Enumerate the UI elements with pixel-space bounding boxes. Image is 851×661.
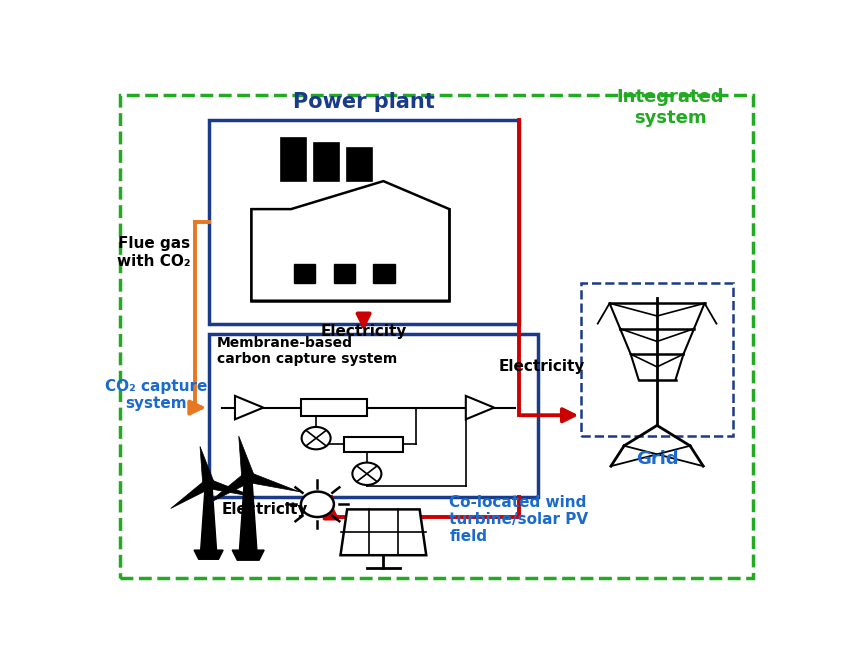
Text: Electricity: Electricity bbox=[499, 360, 585, 374]
Polygon shape bbox=[340, 510, 426, 555]
Text: Integrated
system: Integrated system bbox=[616, 88, 724, 127]
Polygon shape bbox=[200, 446, 214, 485]
FancyBboxPatch shape bbox=[281, 138, 306, 181]
FancyBboxPatch shape bbox=[301, 399, 367, 416]
Text: CO₂ capture
system: CO₂ capture system bbox=[105, 379, 207, 411]
FancyBboxPatch shape bbox=[334, 264, 355, 283]
Polygon shape bbox=[207, 473, 253, 504]
Text: Electricity: Electricity bbox=[222, 502, 308, 517]
Polygon shape bbox=[246, 473, 300, 492]
Polygon shape bbox=[239, 477, 257, 550]
Text: Co-located wind
turbine/solar PV
field: Co-located wind turbine/solar PV field bbox=[449, 494, 588, 545]
FancyBboxPatch shape bbox=[252, 209, 449, 301]
Polygon shape bbox=[465, 396, 494, 419]
Text: Electricity: Electricity bbox=[321, 324, 407, 338]
Text: Power plant: Power plant bbox=[293, 93, 435, 112]
Polygon shape bbox=[239, 436, 254, 478]
Polygon shape bbox=[235, 396, 263, 419]
Circle shape bbox=[301, 492, 334, 517]
Polygon shape bbox=[232, 550, 264, 560]
FancyBboxPatch shape bbox=[374, 264, 395, 283]
Text: Membrane-based
carbon capture system: Membrane-based carbon capture system bbox=[217, 336, 397, 366]
Circle shape bbox=[352, 463, 381, 485]
Circle shape bbox=[203, 479, 214, 488]
Circle shape bbox=[301, 427, 330, 449]
Polygon shape bbox=[194, 550, 223, 559]
Polygon shape bbox=[207, 480, 255, 497]
Text: Flue gas
with CO₂: Flue gas with CO₂ bbox=[117, 236, 191, 268]
FancyBboxPatch shape bbox=[208, 120, 518, 324]
FancyBboxPatch shape bbox=[208, 334, 539, 496]
Circle shape bbox=[242, 473, 254, 483]
FancyBboxPatch shape bbox=[294, 264, 316, 283]
Text: Grid: Grid bbox=[636, 449, 678, 467]
Polygon shape bbox=[201, 484, 216, 550]
Polygon shape bbox=[252, 181, 449, 301]
FancyBboxPatch shape bbox=[581, 283, 733, 436]
Polygon shape bbox=[171, 481, 213, 508]
FancyBboxPatch shape bbox=[347, 148, 372, 181]
FancyBboxPatch shape bbox=[344, 437, 403, 452]
FancyBboxPatch shape bbox=[314, 143, 340, 181]
